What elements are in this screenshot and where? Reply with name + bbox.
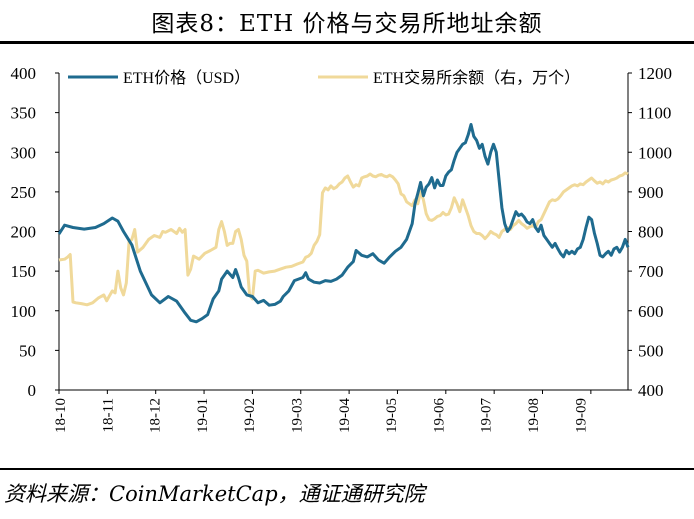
x-tick-label: 19-09 (573, 398, 589, 433)
y-left-tick-label: 350 (11, 104, 37, 123)
y-left-tick-label: 100 (11, 302, 37, 321)
title-rule (0, 41, 694, 44)
y-right-tick-label: 400 (638, 381, 664, 400)
chart-axes: 0 50 100 150 200 250 300 350 400 400 500 600 700 800 9… (11, 64, 673, 433)
x-tick-label: 19-07 (479, 398, 495, 433)
y-left-tick-label: 200 (11, 223, 37, 242)
x-tick-label: 19-02 (242, 398, 258, 433)
x-tick-label: 18-10 (53, 398, 69, 433)
chart-lines (57, 123, 630, 324)
y-left-tick-label: 150 (11, 262, 37, 281)
exchange-balance-line (58, 171, 629, 307)
y-left-tick-label: 0 (28, 381, 37, 400)
x-tick-label: 19-05 (384, 398, 400, 433)
x-tick-label: 19-08 (526, 398, 542, 433)
y-right-tick-label: 800 (638, 223, 664, 242)
chart: 0 50 100 150 200 250 300 350 400 400 500 600 700 800 9… (11, 64, 673, 433)
y-right-tick-label: 1200 (638, 64, 672, 83)
source-note: 资料来源：CoinMarketCap，通证通研究院 (4, 482, 425, 506)
x-tick-label: 18-11 (100, 398, 116, 432)
x-tick-label: 18-12 (148, 398, 164, 433)
y-left-tick-label: 250 (11, 183, 37, 202)
y-left-tick-label: 400 (11, 64, 37, 83)
legend-label-exchange-balance: ETH交易所余额（右，万个） (373, 68, 580, 87)
eth-price-line (57, 123, 630, 324)
legend-label-eth-price: ETH价格（USD） (123, 69, 250, 87)
x-tick-label: 19-01 (195, 398, 211, 433)
y-right-tick-label: 1100 (638, 104, 671, 123)
y-right-tick-label: 600 (638, 302, 664, 321)
x-tick-label: 19-03 (290, 398, 306, 433)
x-tick-label: 19-04 (337, 398, 353, 433)
chart-title: 图表8：ETH 价格与交易所地址余额 (151, 11, 543, 37)
source-rule (0, 468, 694, 470)
x-tick-label: 19-06 (431, 398, 447, 433)
y-right-tick-label: 900 (638, 183, 664, 202)
y-left-tick-label: 300 (11, 143, 37, 162)
y-left-tick-label: 50 (19, 341, 36, 360)
y-right-tick-label: 500 (638, 341, 664, 360)
y-right-tick-label: 1000 (638, 143, 672, 162)
chart-legend: ETH价格（USD） ETH交易所余额（右，万个） (68, 68, 580, 87)
y-right-tick-label: 700 (638, 262, 664, 281)
